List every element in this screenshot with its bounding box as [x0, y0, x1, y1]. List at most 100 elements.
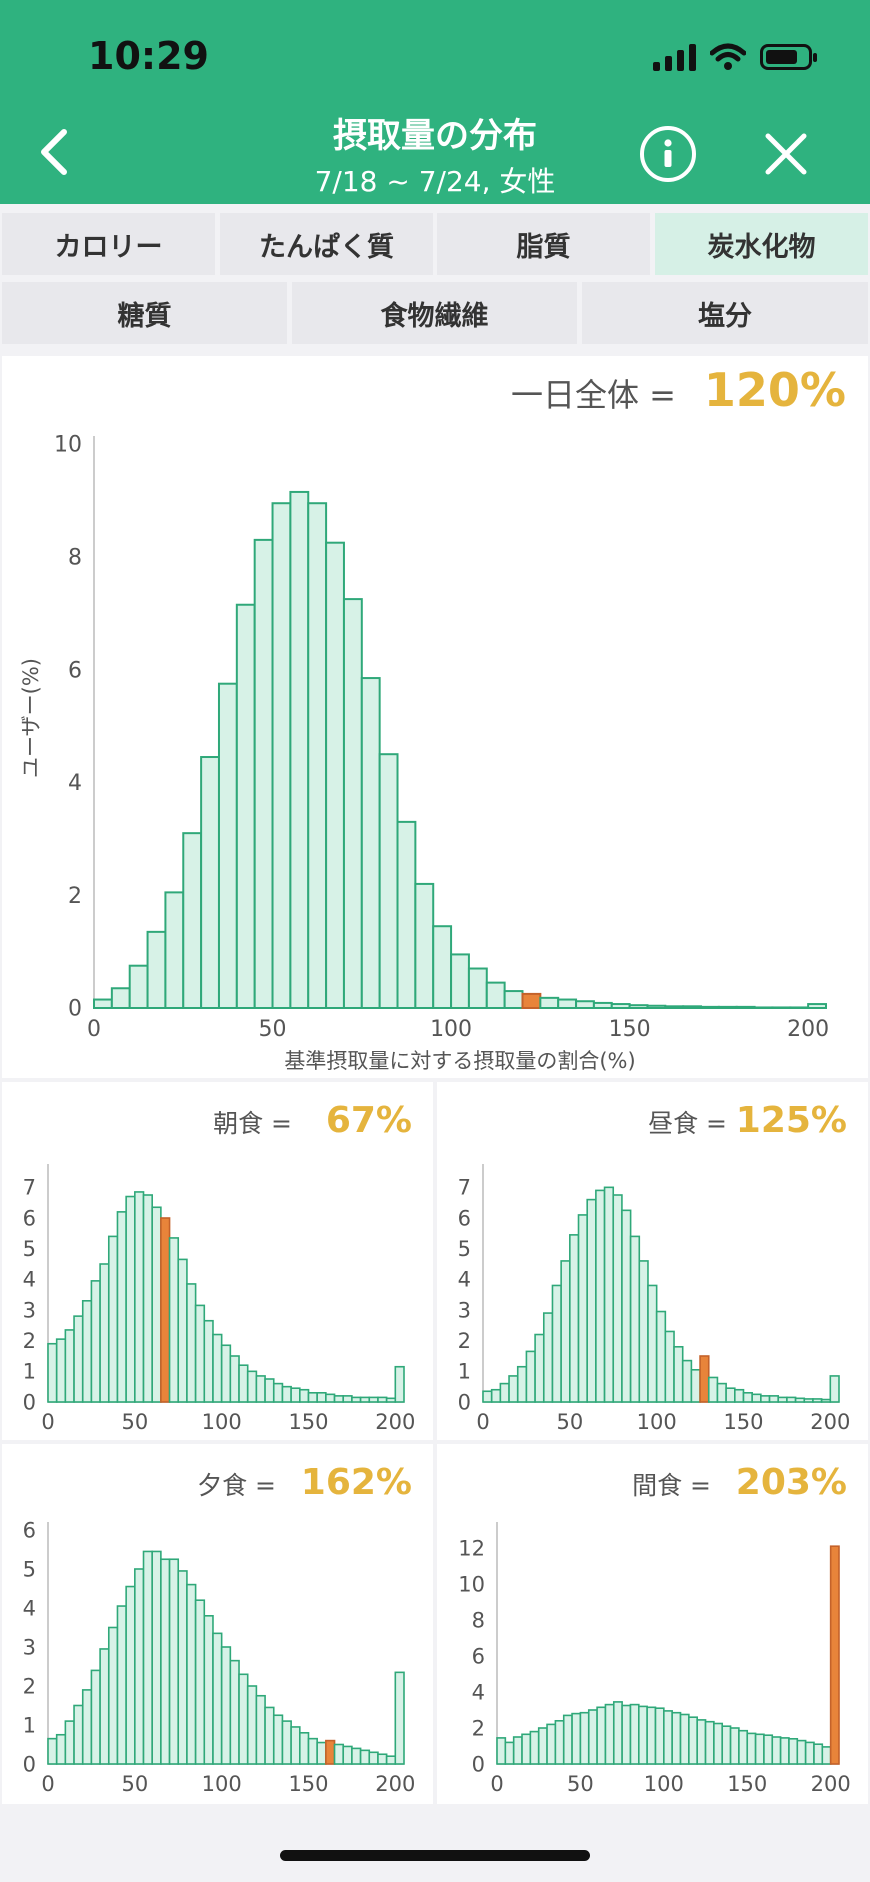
histogram-bar	[47, 1737, 58, 1765]
histogram-bar	[351, 1747, 362, 1765]
histogram-bar	[577, 1214, 588, 1403]
histogram-bar	[342, 598, 363, 1009]
histogram-bar	[110, 987, 131, 1010]
y-tick-label: 0	[472, 1752, 485, 1776]
histogram-bar	[717, 1005, 738, 1010]
histogram-bar	[238, 1673, 249, 1765]
histogram-bar	[290, 1726, 301, 1765]
tab-dietary-fiber[interactable]: 食物繊維	[292, 282, 577, 344]
x-tick-label: 100	[644, 1772, 684, 1796]
histogram-bar	[272, 1382, 284, 1403]
histogram-bar	[368, 1751, 379, 1765]
histogram-bar	[325, 1393, 336, 1403]
y-tick-label: 7	[23, 1176, 36, 1200]
histogram-bar	[333, 1395, 345, 1403]
histogram-bar	[681, 1359, 693, 1403]
snack-chart-panel: 間食 = 203% 0 50 100 150 200 0 2 4 6 8 10 12	[437, 1444, 868, 1804]
histogram-bar	[537, 1727, 548, 1765]
histogram-bar	[246, 1685, 258, 1765]
histogram-bar	[534, 1333, 545, 1403]
histogram-bar	[654, 1707, 665, 1765]
histogram-bar	[742, 1391, 753, 1403]
histogram-bar	[771, 1736, 782, 1765]
histogram-bar	[604, 1703, 615, 1765]
histogram-bar	[587, 1709, 598, 1765]
histogram-bar	[504, 1741, 515, 1765]
histogram-bar	[212, 1632, 223, 1765]
histogram-bar	[450, 953, 470, 1009]
histogram-bar	[55, 1338, 67, 1403]
value-label: 朝食 =	[213, 1109, 292, 1138]
histogram-bar	[612, 1194, 623, 1403]
histogram-bar	[716, 1382, 727, 1403]
histogram-bar	[664, 1330, 675, 1403]
breakfast-histogram: 朝食 = 67% 0 50 100 150 200 0 1 2 3 4 5 6 7	[23, 1100, 416, 1434]
histogram-bar	[562, 1714, 573, 1765]
histogram-bar	[629, 1235, 641, 1403]
wifi-icon	[710, 43, 746, 70]
y-tick-label: 0	[23, 1752, 36, 1776]
tab-carbohydrates[interactable]: 炭水化物	[655, 213, 868, 275]
tab-protein[interactable]: たんぱく質	[220, 213, 433, 275]
histogram-bar	[394, 1671, 405, 1765]
y-tick-label: 2	[458, 1329, 471, 1353]
histogram-bar	[647, 1284, 658, 1403]
histogram-bar	[664, 1005, 685, 1009]
histogram-bar	[64, 1329, 75, 1403]
histogram-bar	[646, 1004, 667, 1010]
home-indicator[interactable]	[280, 1850, 590, 1861]
close-icon[interactable]	[762, 130, 810, 178]
x-tick-label: 200	[810, 1410, 850, 1434]
y-tick-label: 3	[458, 1298, 471, 1322]
highlighted-bar	[160, 1217, 171, 1403]
y-tick-label: 5	[23, 1557, 36, 1581]
x-tick-label: 0	[87, 1017, 101, 1042]
tab-calories[interactable]: カロリー	[2, 213, 215, 275]
histogram-bar	[586, 1198, 597, 1403]
histogram-bar	[688, 1716, 698, 1765]
info-button[interactable]	[640, 126, 696, 182]
x-tick-label: 50	[567, 1772, 594, 1796]
status-time: 10:29	[88, 34, 209, 78]
y-tick-label: 2	[23, 1329, 36, 1353]
histogram-bar	[177, 1570, 188, 1765]
histogram-bar	[333, 1743, 345, 1765]
histogram-bar	[99, 1263, 110, 1403]
histogram-bar	[235, 603, 256, 1010]
histogram-bar	[142, 1550, 153, 1765]
histogram-bar	[151, 1550, 162, 1765]
histogram-bar	[342, 1745, 353, 1765]
histogram-bar	[212, 1333, 223, 1403]
histogram-bar	[807, 1003, 828, 1010]
histogram-bar	[754, 1733, 765, 1765]
tab-sugar[interactable]: 糖質	[2, 282, 287, 344]
tab-fat[interactable]: 脂質	[437, 213, 650, 275]
x-tick-label: 0	[490, 1772, 503, 1796]
back-chevron-icon[interactable]	[30, 126, 82, 178]
histogram-bar	[385, 1755, 397, 1765]
histogram-bar	[281, 1385, 292, 1403]
histogram-bar	[490, 1388, 502, 1403]
y-tick-label: 0	[23, 1390, 36, 1414]
histogram-bar	[359, 1749, 371, 1765]
y-tick-label: 6	[23, 1518, 36, 1542]
histogram-bar	[107, 1626, 119, 1765]
x-tick-label: 200	[811, 1772, 851, 1796]
x-axis-title: 基準摂取量に対する摂取量の割合(%)	[284, 1049, 635, 1073]
value-label: 夕食 =	[197, 1471, 276, 1500]
histogram-bar	[385, 1397, 397, 1403]
histogram-bar	[621, 1209, 632, 1403]
histogram-bar	[125, 1195, 136, 1403]
histogram-bar	[271, 502, 292, 1009]
histogram-bar	[299, 1388, 310, 1403]
histogram-bar	[81, 1300, 93, 1403]
histogram-bar	[432, 925, 453, 1009]
x-tick-label: 200	[787, 1017, 829, 1042]
tab-salt[interactable]: 塩分	[582, 282, 868, 344]
highlighted-bar	[521, 992, 542, 1010]
histogram-bar	[229, 1355, 240, 1403]
y-tick-label: 8	[68, 546, 82, 571]
x-tick-label: 50	[121, 1410, 148, 1434]
histogram-bar	[725, 1387, 736, 1403]
histogram-bar	[751, 1393, 762, 1403]
